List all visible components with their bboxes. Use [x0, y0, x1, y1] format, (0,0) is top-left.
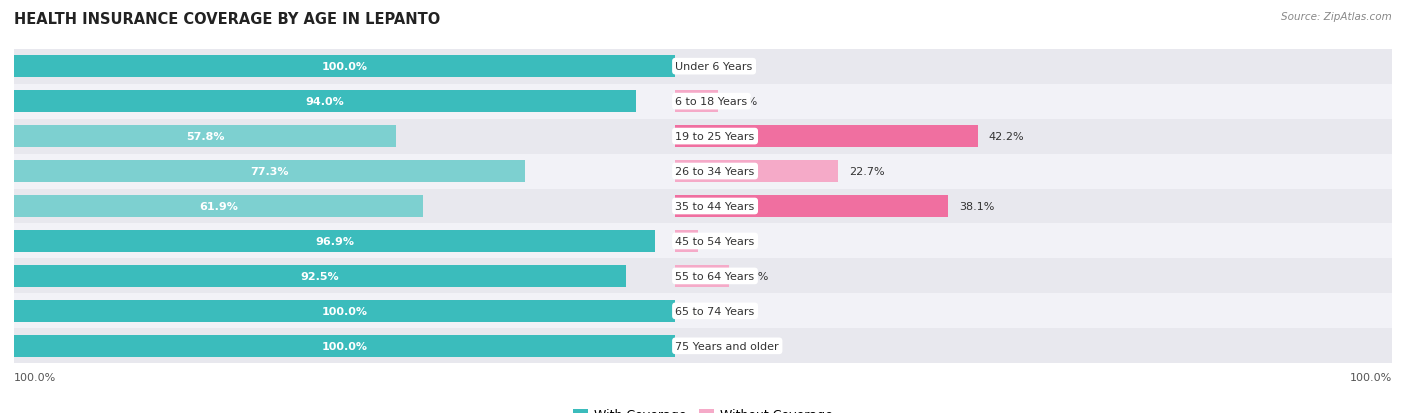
- Bar: [14, 161, 526, 183]
- Bar: [14, 335, 675, 357]
- Text: 3.1%: 3.1%: [709, 236, 737, 247]
- Text: 19 to 25 Years: 19 to 25 Years: [675, 132, 755, 142]
- Text: 35 to 44 Years: 35 to 44 Years: [675, 202, 755, 211]
- Bar: [14, 84, 1392, 119]
- Bar: [14, 189, 1392, 224]
- Bar: [14, 259, 1392, 294]
- Bar: [14, 294, 1392, 329]
- Bar: [14, 230, 655, 252]
- Bar: [14, 126, 396, 147]
- Bar: [675, 91, 718, 113]
- Text: 7.5%: 7.5%: [740, 271, 769, 281]
- Text: 0.0%: 0.0%: [686, 306, 714, 316]
- Bar: [675, 230, 697, 252]
- Text: 100.0%: 100.0%: [322, 306, 368, 316]
- Bar: [675, 161, 838, 183]
- Text: 96.9%: 96.9%: [315, 236, 354, 247]
- Text: 0.0%: 0.0%: [686, 62, 714, 72]
- Text: 100.0%: 100.0%: [1350, 372, 1392, 382]
- Text: 42.2%: 42.2%: [988, 132, 1025, 142]
- Bar: [14, 91, 636, 113]
- Text: 92.5%: 92.5%: [301, 271, 339, 281]
- Bar: [14, 50, 1392, 84]
- Text: 22.7%: 22.7%: [849, 166, 884, 177]
- Text: 57.8%: 57.8%: [186, 132, 225, 142]
- Text: 6 to 18 Years: 6 to 18 Years: [675, 97, 748, 107]
- Text: 75 Years and older: 75 Years and older: [675, 341, 779, 351]
- Text: 100.0%: 100.0%: [14, 372, 56, 382]
- Text: Under 6 Years: Under 6 Years: [675, 62, 752, 72]
- Text: 100.0%: 100.0%: [322, 341, 368, 351]
- Bar: [14, 300, 675, 322]
- Text: 61.9%: 61.9%: [200, 202, 238, 211]
- Legend: With Coverage, Without Coverage: With Coverage, Without Coverage: [568, 404, 838, 413]
- Bar: [14, 56, 675, 78]
- Text: 94.0%: 94.0%: [305, 97, 344, 107]
- Text: 0.0%: 0.0%: [686, 341, 714, 351]
- Bar: [14, 329, 1392, 363]
- Bar: [675, 196, 949, 217]
- Text: 77.3%: 77.3%: [250, 166, 290, 177]
- Text: HEALTH INSURANCE COVERAGE BY AGE IN LEPANTO: HEALTH INSURANCE COVERAGE BY AGE IN LEPA…: [14, 12, 440, 27]
- Bar: [14, 196, 423, 217]
- Text: Source: ZipAtlas.com: Source: ZipAtlas.com: [1281, 12, 1392, 22]
- Bar: [675, 266, 730, 287]
- Text: 45 to 54 Years: 45 to 54 Years: [675, 236, 755, 247]
- Text: 100.0%: 100.0%: [322, 62, 368, 72]
- Bar: [14, 266, 626, 287]
- Text: 55 to 64 Years: 55 to 64 Years: [675, 271, 755, 281]
- Text: 38.1%: 38.1%: [959, 202, 995, 211]
- Bar: [14, 154, 1392, 189]
- Bar: [675, 126, 977, 147]
- Bar: [14, 119, 1392, 154]
- Text: 6.0%: 6.0%: [730, 97, 758, 107]
- Bar: [14, 224, 1392, 259]
- Text: 65 to 74 Years: 65 to 74 Years: [675, 306, 755, 316]
- Text: 26 to 34 Years: 26 to 34 Years: [675, 166, 755, 177]
